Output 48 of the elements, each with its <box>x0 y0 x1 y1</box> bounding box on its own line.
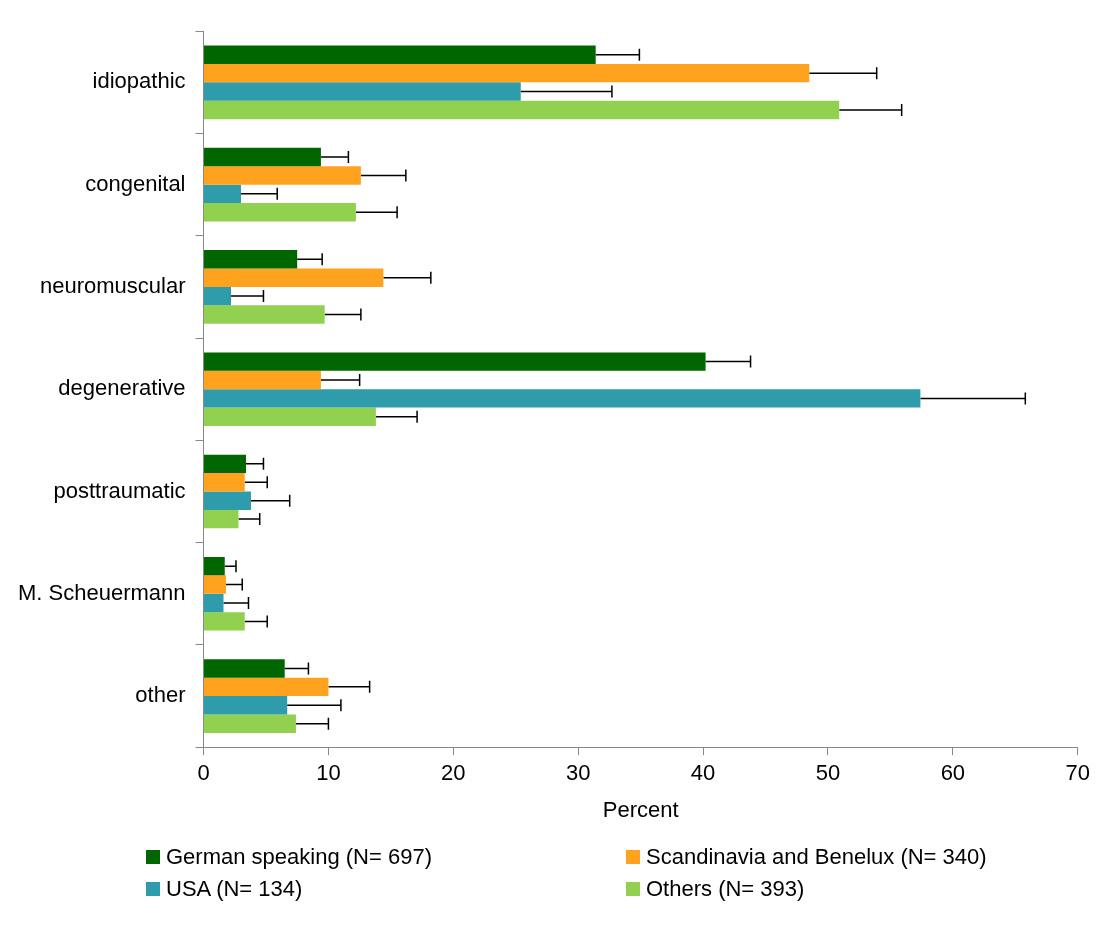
bar <box>204 63 810 83</box>
x-tick-label: 40 <box>690 760 716 786</box>
x-tick-label: 30 <box>565 760 591 786</box>
bar <box>204 659 285 678</box>
bar <box>204 250 298 269</box>
bar <box>204 473 245 492</box>
bar <box>204 556 225 576</box>
legend-label: Others (N= 393) <box>646 876 805 902</box>
bar <box>204 593 224 613</box>
y-tick-label: M. Scheuermann <box>17 579 186 605</box>
bar <box>204 491 251 510</box>
legend-label: Scandinavia and Benelux (N= 340) <box>646 844 987 870</box>
legend-label: German speaking (N= 697) <box>166 844 432 870</box>
bar <box>204 268 384 287</box>
bar <box>204 677 329 697</box>
x-tick-label: 10 <box>316 760 341 786</box>
bar <box>204 612 245 631</box>
bar <box>204 575 227 594</box>
bar <box>204 203 356 222</box>
x-tick-label: 20 <box>441 760 466 786</box>
x-tick-label: 60 <box>940 760 966 786</box>
bar <box>204 100 840 120</box>
y-tick-label: idiopathic <box>92 68 186 94</box>
bar <box>204 166 361 185</box>
x-tick-label: 70 <box>1065 760 1091 786</box>
bar <box>204 147 321 167</box>
bar <box>204 370 321 390</box>
x-axis-title: Percent <box>602 796 679 822</box>
legend-label: USA (N= 134) <box>166 876 303 902</box>
y-tick-label: congenital <box>85 170 186 196</box>
bar <box>204 714 296 733</box>
bar <box>204 305 325 324</box>
y-tick-label: other <box>135 682 186 708</box>
bar <box>204 389 921 408</box>
y-tick-label: posttraumatic <box>53 477 186 503</box>
bar <box>204 184 241 204</box>
y-tick-label: degenerative <box>58 375 186 401</box>
bar <box>204 696 288 715</box>
bar <box>204 509 239 529</box>
bar <box>204 454 246 474</box>
bar <box>204 82 521 101</box>
bar <box>204 286 231 306</box>
bar <box>204 352 706 371</box>
y-tick-label: neuromuscular <box>40 272 186 298</box>
bar <box>204 45 596 64</box>
x-tick-label: 0 <box>197 760 210 786</box>
bar <box>204 407 376 427</box>
x-tick-label: 50 <box>815 760 841 786</box>
